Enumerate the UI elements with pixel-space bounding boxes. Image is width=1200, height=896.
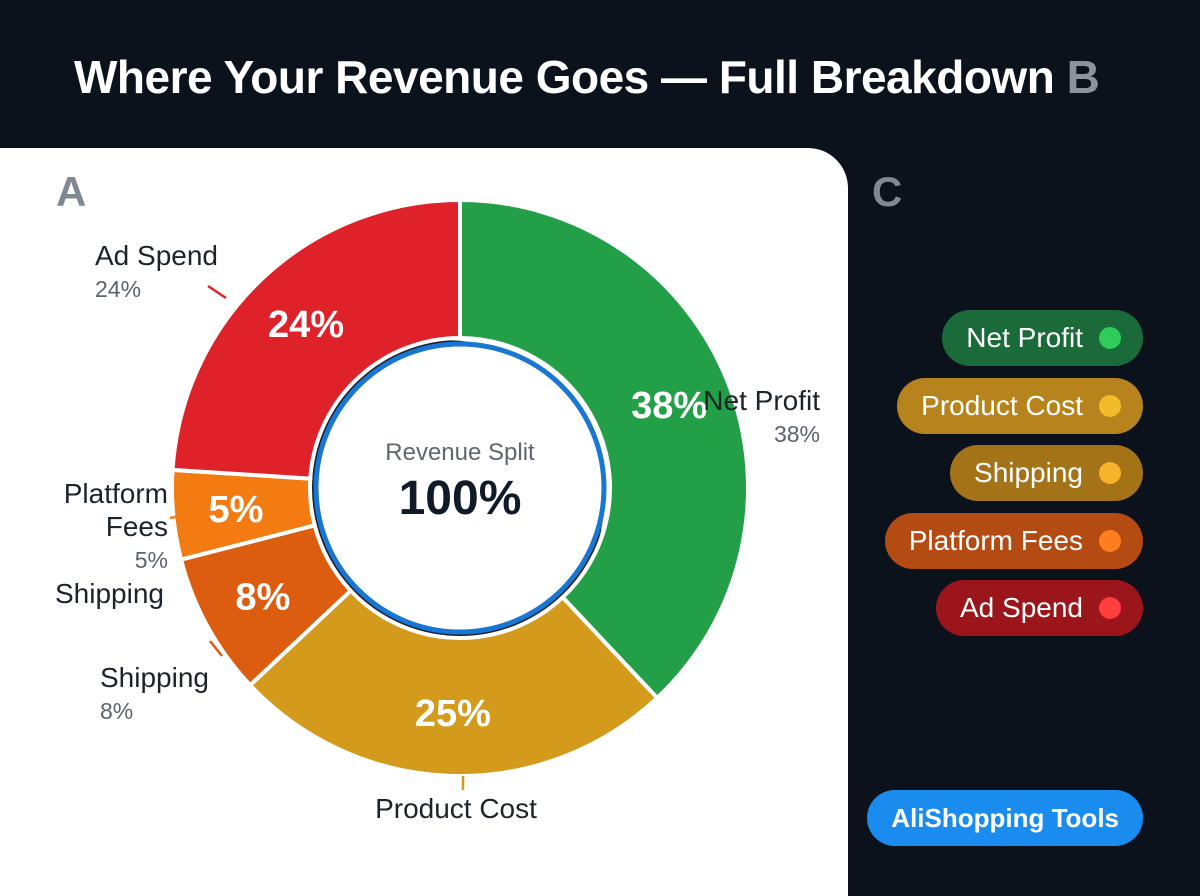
callout-platform-fees-label-line1: Platform [64,478,168,509]
slice-platform-fees-value: 5% [209,489,264,531]
legend-item-shipping: Shipping [950,445,1143,501]
legend-item-ad-spend: Ad Spend [936,580,1143,636]
callout-ad-spend-label: Ad Spend [95,240,218,271]
brand-button[interactable]: AliShopping Tools [867,790,1143,846]
callout-net-profit-label: Net Profit [703,385,820,416]
callout-ad-spend-line [207,284,227,300]
slice-product-cost-arc [247,587,660,778]
legend-label: Net Profit [966,322,1083,353]
legend-item-product-cost: Product Cost [897,377,1143,434]
slice-product-cost: 25% [247,587,660,778]
legend-label: Platform Fees [908,524,1083,556]
callout-net-profit-line [697,435,713,449]
callout-net-profit-pct: 38% [774,421,820,447]
callout-shipping-line [209,640,223,657]
callout-platform-fees-line [169,514,181,520]
callout-platform-fees-pct: 5% [135,547,168,573]
legend-dot-icon [1099,462,1121,484]
panel-marker-a: A [56,168,87,215]
chart-panel: A 38% Net Profit 38% 25% Product Cost 8% Shipp… [0,148,848,896]
slice-ad-spend: 24% [170,197,462,481]
legend-dot-icon [1099,394,1121,417]
chart-title: Where Your Revenue Goes — Full Breakdown… [74,50,1100,104]
slice-net-profit: 38% [458,197,750,701]
slice-ad-spend-arc [170,197,462,481]
callout-ad-spend-pct: 24% [95,276,141,302]
callout-platform-fees-label-line2: Fees [106,511,168,542]
legend-item-net-profit: Net Profit [942,310,1143,366]
slice-net-profit-value: 38% [631,385,707,427]
legend-item-platform-fees: Platform Fees [884,512,1143,569]
legend-label: Product Cost [921,389,1083,421]
legend-label: Ad Spend [960,592,1083,623]
slice-platform-fees: 5% [170,467,318,563]
donut-center [313,341,607,635]
panel-marker-c: C [872,168,903,215]
callout-platform-fees-label: Platform Fees [64,478,168,542]
legend-dot-icon [1099,597,1121,619]
legend-label: Shipping [974,457,1083,488]
center-value: 100% [399,472,522,525]
slice-net-profit-arc [458,197,750,701]
callout-product-cost-label: Product Cost [375,793,537,824]
extra-shipping-label: Shipping [55,578,164,609]
center-label: Revenue Split [385,439,535,466]
legend-dot-icon [1099,529,1121,552]
legend-dot-icon [1099,327,1121,349]
brand-label: AliShopping Tools [891,802,1119,833]
slice-shipping: 8% [178,522,354,688]
chart-title-text: Where Your Revenue Goes — Full Breakdown [74,51,1055,103]
slice-ad-spend-value: 24% [268,304,344,346]
panel-marker-b: B [1066,51,1100,103]
callout-shipping-pct: 8% [100,698,133,724]
slice-product-cost-value: 25% [415,693,491,735]
callout-shipping-label: Shipping [100,662,209,693]
slice-shipping-value: 8% [235,576,290,618]
legend-panel: C Net Profit Product Cost Shipping Platform… [848,148,1200,896]
